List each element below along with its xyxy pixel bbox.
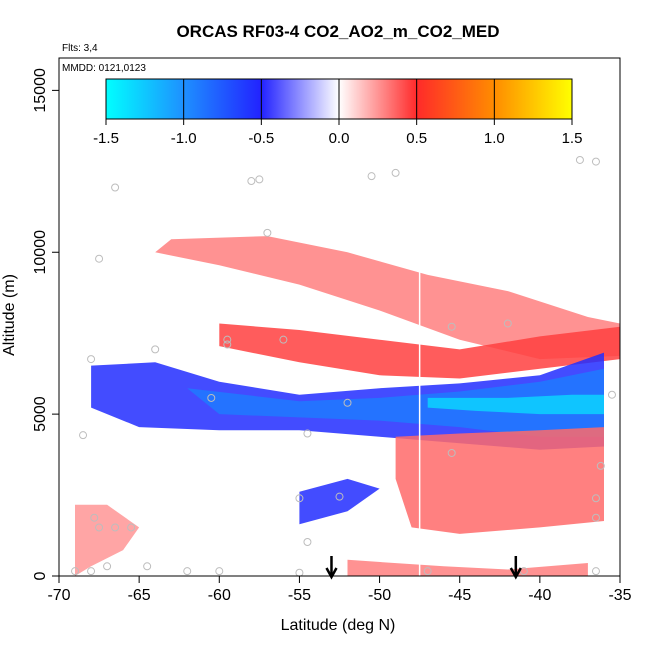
heatmap-region-western-positive-column bbox=[75, 504, 140, 576]
x-tick-label: -50 bbox=[368, 587, 391, 604]
x-tick-label: -65 bbox=[128, 587, 151, 604]
y-tick-label: 5000 bbox=[32, 396, 49, 432]
observation-point bbox=[303, 429, 312, 438]
x-tick-label: -70 bbox=[47, 587, 70, 604]
observation-point bbox=[207, 393, 216, 402]
x-tick-label: -55 bbox=[288, 587, 311, 604]
observation-point bbox=[90, 513, 99, 522]
observation-point bbox=[223, 335, 232, 344]
observation-point bbox=[591, 513, 600, 522]
arrow-head bbox=[509, 567, 522, 580]
x-tick-label: -60 bbox=[208, 587, 231, 604]
observation-point bbox=[183, 567, 192, 576]
observation-point bbox=[303, 538, 312, 547]
observation-point bbox=[591, 567, 600, 576]
observation-point bbox=[151, 345, 160, 354]
latitude-arrow bbox=[509, 556, 522, 580]
heatmap-region-strong-negative-tongue bbox=[427, 394, 604, 415]
observation-point bbox=[575, 155, 584, 164]
observation-point bbox=[111, 523, 120, 532]
flights-label: Flts: 3,4 bbox=[62, 43, 98, 54]
y-axis-title: Altitude (m) bbox=[1, 274, 18, 356]
observation-point bbox=[447, 448, 456, 457]
observation-point bbox=[391, 168, 400, 177]
observation-point bbox=[335, 492, 344, 501]
observation-point bbox=[79, 431, 88, 440]
x-tick-label: -35 bbox=[608, 587, 631, 604]
observation-point bbox=[103, 562, 112, 571]
observation-point bbox=[263, 228, 272, 237]
observation-point bbox=[503, 319, 512, 328]
heatmap-region-upper-positive-band bbox=[155, 236, 620, 360]
x-axis-title: Latitude (deg N) bbox=[281, 617, 396, 634]
colorbar-tick-label: 1.0 bbox=[484, 130, 505, 147]
colorbar-tick-label: 1.5 bbox=[562, 130, 583, 147]
colorbar-tick-label: -1.5 bbox=[93, 130, 119, 147]
observation-point bbox=[127, 523, 136, 532]
y-tick-label: 15000 bbox=[32, 68, 49, 113]
colorbar: -1.5 -1.0 -0.5 0.0 0.5 1.0 1.5 bbox=[93, 78, 583, 147]
colorbar-tick-label: -1.0 bbox=[171, 130, 197, 147]
observation-point bbox=[223, 340, 232, 349]
colorbar-tick-label: 0.5 bbox=[406, 130, 427, 147]
x-axis: -70 -65 -60 -55 -50 -45 -40 -35 bbox=[47, 575, 632, 604]
heatmap-region-lower-positive-plume bbox=[395, 427, 604, 534]
x-tick-label: -40 bbox=[528, 587, 551, 604]
latitude-arrow bbox=[325, 556, 338, 580]
x-tick-label: -45 bbox=[448, 587, 471, 604]
observation-point bbox=[447, 322, 456, 331]
observation-point bbox=[423, 567, 432, 576]
colorbar-tick-label: 0.0 bbox=[329, 130, 350, 147]
heatmap-region-deep-negative-core bbox=[187, 368, 604, 437]
chart-title: ORCAS RF03-4 CO2_AO2_m_CO2_MED bbox=[176, 22, 499, 41]
observation-point bbox=[95, 523, 104, 532]
observation-point bbox=[95, 254, 104, 263]
observation-point bbox=[247, 177, 256, 186]
dates-label: MMDD: 0121,0123 bbox=[62, 63, 146, 74]
plot-overlays bbox=[71, 155, 616, 580]
observation-point bbox=[215, 567, 224, 576]
observation-point bbox=[87, 355, 96, 364]
y-axis: 0 5000 10000 15000 bbox=[32, 68, 60, 580]
heatmap-region-low-negative-patch bbox=[299, 478, 380, 525]
colorbar-tick-label: -0.5 bbox=[248, 130, 274, 147]
observation-point bbox=[591, 157, 600, 166]
observation-point bbox=[279, 335, 288, 344]
observation-point bbox=[111, 183, 120, 192]
heatmap-region-near-surface-positive bbox=[347, 559, 588, 576]
observation-point bbox=[71, 567, 80, 576]
y-tick-label: 10000 bbox=[32, 230, 49, 275]
arrow-head bbox=[325, 567, 338, 580]
y-tick-label: 0 bbox=[32, 571, 49, 580]
observation-point bbox=[591, 494, 600, 503]
plot-frame bbox=[58, 57, 621, 577]
observation-point bbox=[367, 172, 376, 181]
observation-point bbox=[295, 568, 304, 577]
observation-point bbox=[343, 398, 352, 407]
observation-point bbox=[87, 567, 96, 576]
observation-point bbox=[295, 494, 304, 503]
observation-point bbox=[596, 461, 605, 470]
observation-point bbox=[143, 562, 152, 571]
observation-point bbox=[255, 175, 264, 184]
observation-point bbox=[607, 390, 616, 399]
